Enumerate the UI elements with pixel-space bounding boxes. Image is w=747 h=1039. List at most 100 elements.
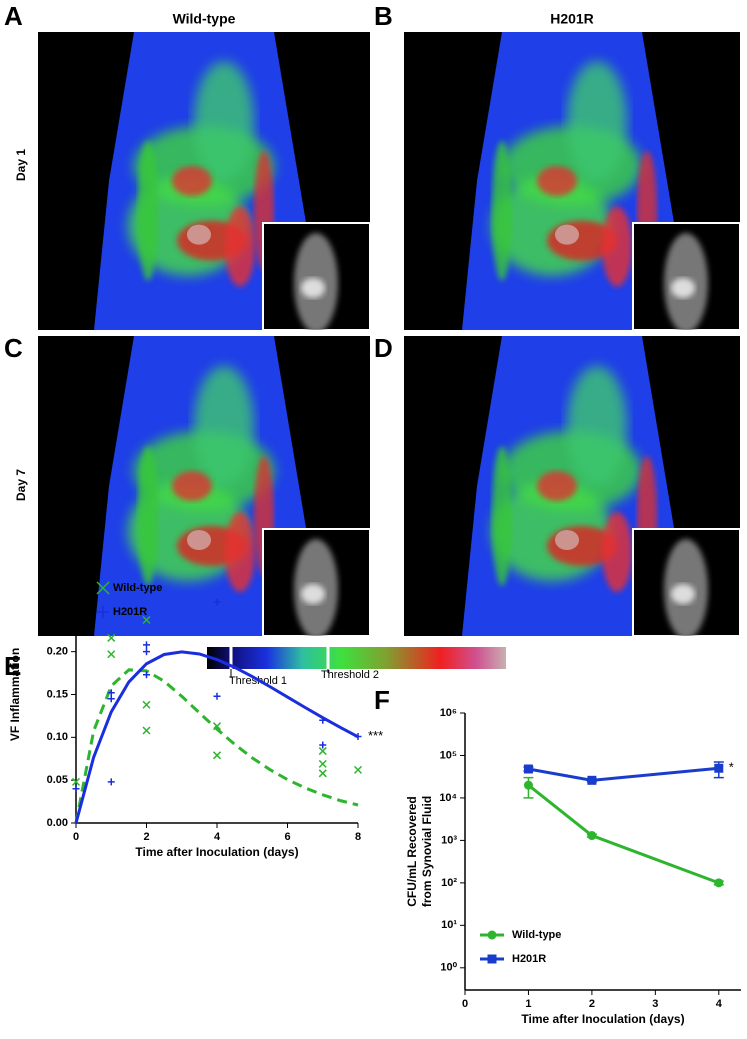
point (319, 716, 327, 724)
inset-joint (671, 584, 695, 604)
y-axis-title: CFU/mL Recovered (405, 796, 419, 906)
series-line (527, 783, 720, 885)
point (353, 765, 363, 774)
point (107, 650, 116, 659)
inset-joint (301, 584, 325, 604)
point (354, 732, 362, 740)
tissue (537, 166, 577, 196)
annotation: *** (368, 728, 383, 743)
tissue (172, 166, 212, 196)
point (143, 641, 150, 649)
y-tick-label: 10² (441, 877, 457, 889)
x-tick-label: 4 (716, 998, 723, 1010)
x-tick-label: 0 (73, 831, 79, 843)
y-axis-title: VF Inflammation (8, 648, 22, 741)
x-tick-label: 2 (143, 831, 149, 843)
tissue (492, 140, 512, 281)
bright-spot (187, 224, 211, 245)
mri-image (404, 336, 740, 636)
annotation: * (729, 760, 734, 775)
fit-curve (74, 668, 359, 824)
x-tick-label: 1 (525, 998, 531, 1010)
panel-label: E (4, 651, 21, 681)
tissue (138, 446, 158, 586)
mri-image (38, 32, 370, 330)
colorbar-label: Threshold 2 (321, 669, 379, 681)
y-tick-label: 0.10 (47, 731, 68, 743)
x-tick-label: 4 (214, 831, 221, 843)
point (107, 695, 115, 703)
tissue (602, 512, 632, 592)
x-axis-title: Time after Inoculation (days) (521, 1012, 684, 1026)
point (72, 785, 80, 793)
column-title: Wild-type (173, 11, 236, 27)
legend-marker (487, 954, 497, 964)
point (107, 689, 115, 697)
column-title: H201R (550, 11, 594, 27)
x-tick-label: 8 (355, 831, 361, 843)
mri-image (404, 32, 740, 330)
point (714, 878, 724, 888)
bright-spot (187, 530, 211, 550)
legend-marker (487, 930, 497, 940)
tissue (194, 366, 254, 486)
x-tick-label: 3 (652, 998, 658, 1010)
panel-label: C (4, 333, 23, 363)
point (143, 648, 150, 656)
y-tick-label: 10⁴ (439, 792, 457, 804)
point (318, 747, 327, 756)
panel-label: D (374, 333, 393, 363)
point (213, 598, 221, 606)
y-tick-label: 0.05 (47, 774, 68, 786)
y-tick-label: 0.20 (47, 646, 68, 658)
mri-image (38, 336, 370, 636)
point (212, 751, 222, 760)
legend-label: Wild-type (113, 582, 162, 594)
y-tick-label: 0.15 (47, 688, 68, 700)
row-title: Day 7 (14, 469, 28, 501)
point (107, 633, 116, 642)
y-tick-label: 10⁰ (440, 962, 457, 974)
mri-panels (38, 32, 740, 636)
tissue (567, 61, 627, 182)
y-axis-title: from Synovial Fluid (420, 796, 434, 907)
point (714, 763, 724, 773)
colorbar (207, 647, 506, 669)
tissue (492, 446, 512, 586)
legend-label: H201R (113, 606, 147, 618)
y-tick-label: 0.30 (47, 560, 68, 572)
series-line (528, 766, 719, 782)
point (71, 777, 81, 786)
legend-marker (97, 606, 109, 618)
point (318, 759, 327, 768)
y-tick-label: 10⁵ (440, 749, 457, 761)
point (107, 778, 115, 786)
tissue (602, 206, 632, 287)
y-tick-label: 10³ (441, 834, 457, 846)
tissue (138, 140, 158, 281)
row-title: Day 1 (14, 149, 28, 181)
point (523, 764, 533, 774)
point (142, 726, 151, 735)
point (212, 722, 222, 731)
point (318, 769, 327, 778)
point (523, 780, 533, 790)
tissue (537, 471, 577, 501)
tissue (172, 471, 212, 501)
tissue (194, 61, 254, 182)
panel-label: F (374, 685, 390, 715)
y-tick-label: 0.25 (47, 603, 68, 615)
tissue (225, 512, 255, 592)
point (142, 615, 151, 625)
y-tick-label: 0.00 (47, 817, 68, 829)
panel-label: A (4, 1, 23, 31)
x-axis-title: Time after Inoculation (days) (135, 845, 298, 859)
point (143, 671, 150, 679)
point (319, 741, 327, 749)
tissue (567, 366, 627, 486)
tissue (225, 206, 255, 287)
inset-joint (671, 278, 695, 298)
bright-spot (555, 530, 579, 550)
legend-label: H201R (512, 953, 546, 965)
